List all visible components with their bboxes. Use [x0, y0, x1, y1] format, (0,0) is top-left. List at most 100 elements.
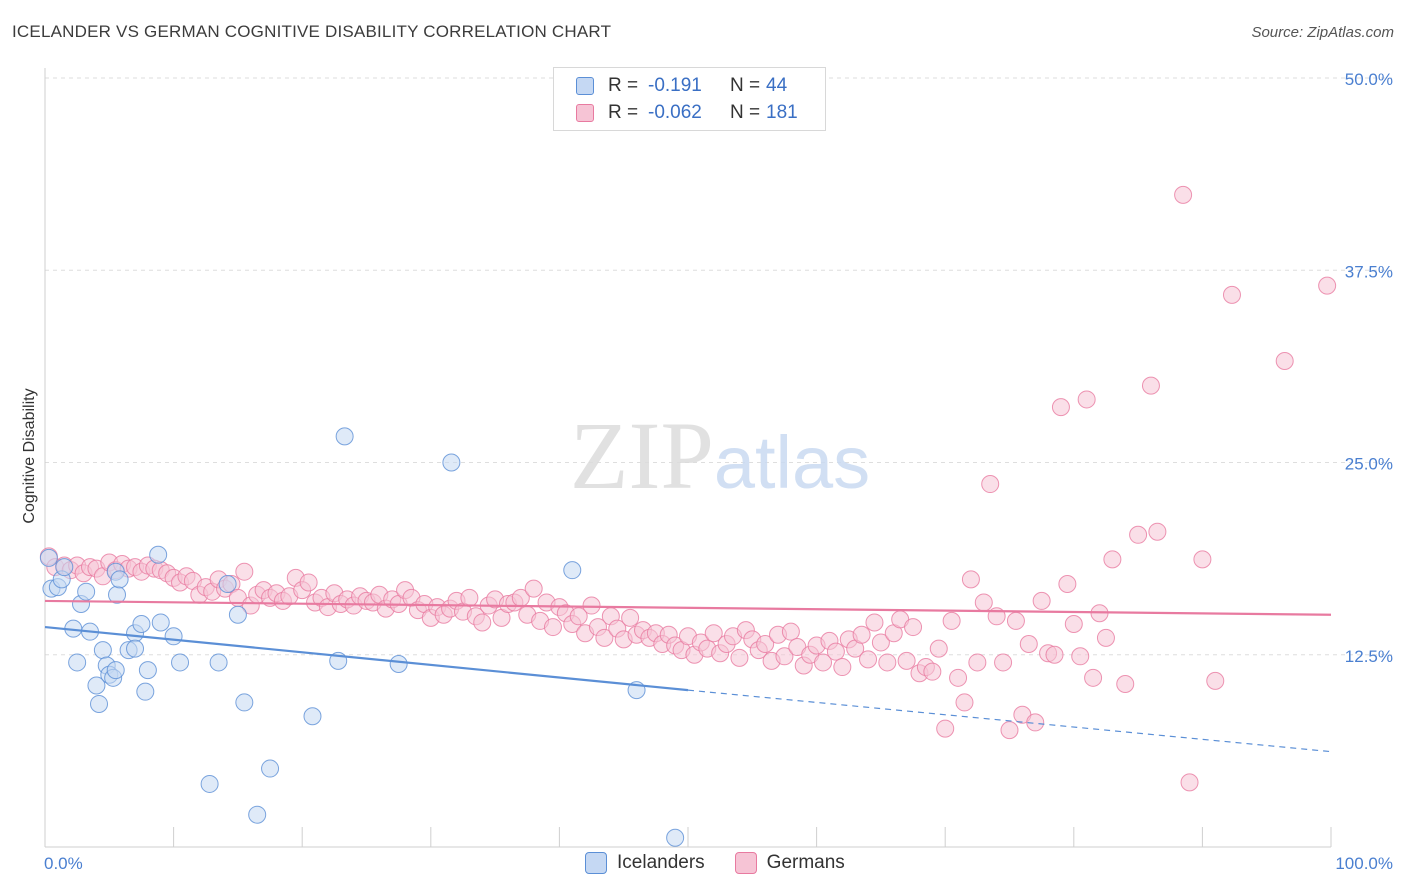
y-tick-label: 25.0% — [1345, 455, 1393, 474]
germans-point — [833, 658, 852, 677]
germans-point — [994, 653, 1013, 672]
y-tick-labels: 12.5% 25.0% 37.5% 50.0% — [1345, 70, 1393, 666]
icelanders-point — [132, 614, 151, 633]
legend-r-label: R = — [608, 75, 639, 96]
icelanders-point — [442, 453, 461, 472]
germans-point — [897, 651, 916, 670]
watermark: ZIPatlas — [570, 402, 870, 509]
icelanders-point — [335, 427, 354, 446]
y-tick-label: 37.5% — [1345, 262, 1393, 281]
germans-point — [1318, 276, 1337, 295]
legend-row-germans: R = -0.062 N = 181 — [576, 101, 798, 125]
legend-row-icelanders: R = -0.191 N = 44 — [576, 74, 787, 98]
germans-point — [1045, 645, 1064, 664]
icelanders-point — [389, 654, 408, 673]
germans-point — [1084, 668, 1103, 687]
germans-point — [1141, 376, 1160, 395]
icelanders-point — [90, 694, 109, 713]
icelanders-point — [136, 682, 155, 701]
germans-point — [1275, 351, 1294, 370]
icelanders-point — [77, 582, 96, 601]
germans-point — [299, 573, 318, 592]
icelanders-point — [110, 570, 129, 589]
germans-point — [1222, 285, 1241, 304]
germans-point — [859, 650, 878, 669]
axes — [44, 68, 1332, 848]
germans-point — [929, 639, 948, 658]
germans-point — [968, 653, 987, 672]
germans-point — [1058, 575, 1077, 594]
germans-point — [1174, 185, 1193, 204]
germans-point — [1193, 550, 1212, 569]
germans-point — [1129, 525, 1148, 544]
germans-point — [1096, 628, 1115, 647]
germans-point — [621, 608, 640, 627]
germans-point — [460, 588, 479, 607]
germans-point — [235, 562, 254, 581]
germans-point — [543, 618, 562, 637]
legend-item-icelanders[interactable]: Icelanders — [585, 852, 705, 874]
germans-point — [961, 570, 980, 589]
germans-point — [923, 662, 942, 681]
germans-point — [582, 596, 601, 615]
chart-title: ICELANDER VS GERMAN COGNITIVE DISABILITY… — [12, 22, 612, 41]
germans-point — [781, 622, 800, 641]
germans-point — [1077, 390, 1096, 409]
icelanders-point — [209, 653, 228, 672]
icelanders-point — [106, 661, 125, 680]
icelanders-point — [218, 575, 237, 594]
icelanders-point — [151, 613, 170, 632]
germans-point — [1006, 611, 1025, 630]
watermark-atlas: atlas — [714, 421, 870, 504]
legend-label-icelanders: Icelanders — [617, 852, 705, 873]
icelanders-swatch — [576, 77, 594, 95]
germans-point — [595, 628, 614, 647]
icelanders-point — [563, 561, 582, 580]
legend-label-germans: Germans — [766, 852, 845, 873]
germans-point — [524, 579, 543, 598]
germans-trend-line — [44, 599, 1332, 616]
germans-point — [1148, 522, 1167, 541]
y-tick-label: 12.5% — [1345, 647, 1393, 666]
germans-point — [775, 647, 794, 666]
germans-point — [1026, 713, 1045, 732]
germans-point — [1071, 647, 1090, 666]
germans-point — [955, 693, 974, 712]
legend-r-value: -0.191 — [648, 75, 702, 96]
icelanders-point — [55, 558, 74, 577]
x-tick-labels: 0.0% 100.0% — [44, 854, 1393, 873]
icelanders-trend-line — [44, 625, 689, 692]
watermark-zip: ZIP — [570, 402, 714, 509]
germans-point — [756, 634, 775, 653]
legend-item-germans[interactable]: Germans — [734, 852, 845, 874]
icelanders-point — [164, 627, 183, 646]
germans-point — [949, 668, 968, 687]
icelanders-trend-line-extension — [687, 689, 1332, 753]
germans-point — [814, 653, 833, 672]
icelanders-point — [303, 707, 322, 726]
legend-n-value: 181 — [766, 102, 798, 123]
icelanders-point — [87, 676, 106, 695]
germans-point — [1032, 591, 1051, 610]
trend-lines — [44, 599, 1332, 753]
legend-n-value: 44 — [766, 75, 788, 96]
germans-point — [1051, 398, 1070, 417]
legend-n-label: N = — [730, 75, 761, 96]
icelanders-point — [39, 548, 58, 567]
germans-point — [942, 611, 961, 630]
germans-swatch — [576, 104, 594, 122]
germans-point — [1116, 674, 1135, 693]
germans-point — [878, 653, 897, 672]
y-axis-label: Cognitive Disability — [21, 388, 38, 523]
legend-r-label: R = — [608, 102, 639, 123]
germans-point — [981, 475, 1000, 494]
icelanders-point — [235, 693, 254, 712]
germans-point — [974, 593, 993, 612]
icelanders-points — [39, 427, 685, 847]
germans-point — [865, 613, 884, 632]
germans-point — [473, 613, 492, 632]
icelanders-point — [93, 641, 112, 660]
icelanders-point — [228, 605, 247, 624]
legend-n-label: N = — [730, 102, 761, 123]
